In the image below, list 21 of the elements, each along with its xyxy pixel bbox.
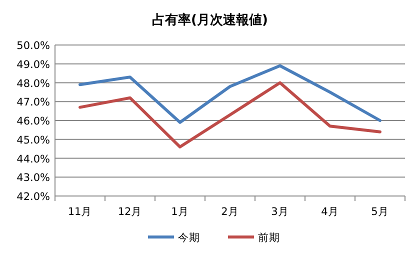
y-tick-label: 50.0% <box>16 40 50 52</box>
y-tick-label: 43.0% <box>16 172 50 184</box>
y-tick-label: 48.0% <box>16 78 50 90</box>
chart-title: 占有率(月次速報値) <box>152 12 268 28</box>
y-tick-label: 47.0% <box>16 96 50 109</box>
x-tick-label: 5月 <box>371 206 389 218</box>
x-tick-label: 3月 <box>271 206 289 218</box>
x-tick-label: 11月 <box>68 206 92 218</box>
x-tick-label: 4月 <box>321 206 339 218</box>
x-tick-label: 2月 <box>221 206 239 218</box>
line-series <box>78 64 382 124</box>
x-tick-label: 1月 <box>171 206 189 218</box>
line-series <box>78 81 382 148</box>
y-tick-label: 45.0% <box>16 134 50 146</box>
y-tick-label: 42.0% <box>16 191 50 203</box>
y-tick-label: 44.0% <box>16 153 50 166</box>
x-tick-label: 12月 <box>118 206 142 218</box>
legend-label: 前期 <box>258 232 280 244</box>
legend-label: 今期 <box>178 232 200 244</box>
y-tick-label: 49.0% <box>16 58 50 71</box>
y-tick-label: 46.0% <box>16 116 50 128</box>
